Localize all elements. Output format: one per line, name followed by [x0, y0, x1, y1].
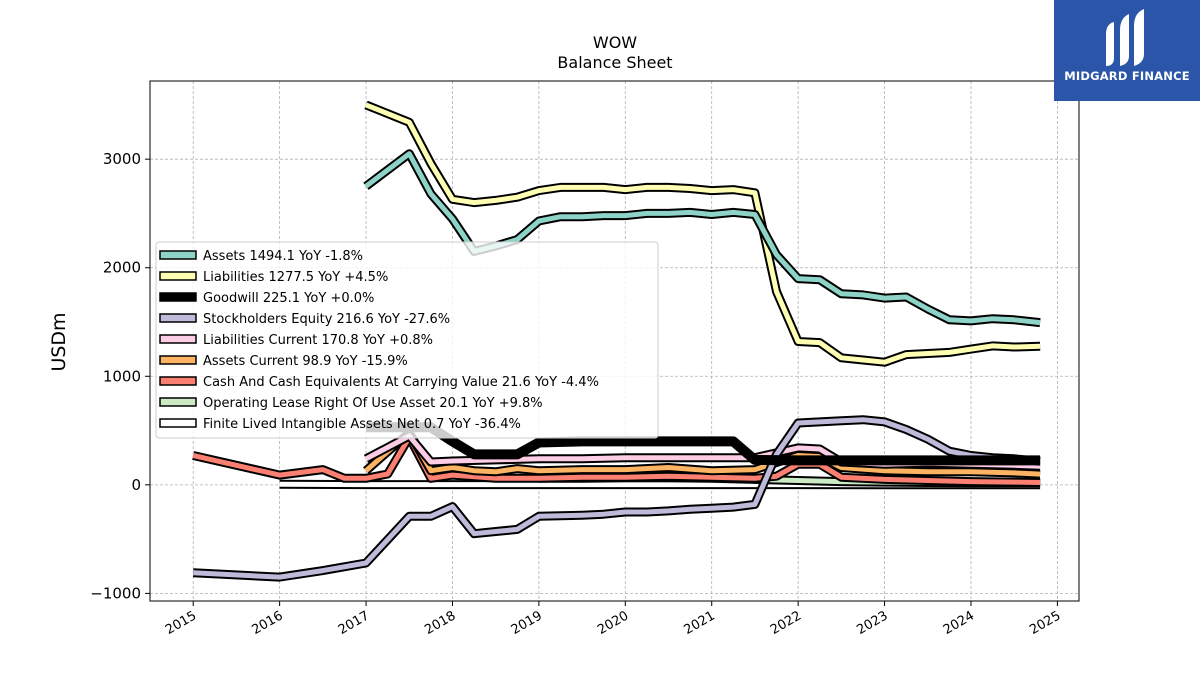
x-tick-label: 2019 — [509, 608, 545, 638]
legend-label: Finite Lived Intangible Assets Net 0.7 Y… — [203, 417, 521, 432]
legend-swatch — [159, 397, 197, 407]
midgard-finance-logo: MIDGARD FINANCE — [1054, 0, 1200, 101]
legend-swatch — [159, 292, 197, 302]
x-tick-label: 2017 — [336, 608, 372, 638]
y-axis-label: USDm — [48, 312, 70, 371]
legend-label: Goodwill 225.1 YoY +0.0% — [203, 291, 374, 306]
chart-title: WOW — [593, 33, 637, 52]
legend-box — [155, 241, 659, 439]
series-line — [192, 434, 1041, 485]
legend-swatch — [159, 250, 197, 260]
x-tick-label: 2022 — [768, 608, 804, 638]
legend-swatch — [159, 376, 197, 386]
series-lines — [192, 100, 1041, 582]
legend-label: Assets Current 98.9 YoY -15.9% — [203, 354, 408, 369]
y-tick-label: 1000 — [103, 367, 141, 385]
x-tick-label: 2023 — [854, 608, 890, 638]
x-tick-label: 2020 — [595, 608, 631, 638]
series-line — [365, 102, 1041, 365]
x-tick-label: 2018 — [422, 608, 458, 638]
midgard-m-icon — [1106, 9, 1144, 66]
series-line — [193, 417, 1041, 580]
legend-label: Liabilities Current 170.8 YoY +0.8% — [203, 333, 433, 348]
legend-swatch — [159, 271, 197, 281]
legend-label: Operating Lease Right Of Use Asset 20.1 … — [203, 396, 543, 411]
legend-swatch — [159, 418, 197, 428]
x-tick-label: 2015 — [163, 608, 199, 638]
y-tick-label: 2000 — [103, 259, 141, 277]
series-line-outline — [366, 422, 1041, 466]
x-tick-label: 2024 — [941, 608, 977, 638]
legend-swatch — [159, 313, 197, 323]
legend-label: Cash And Cash Equivalents At Carrying Va… — [203, 375, 599, 390]
legend-label: Stockholders Equity 216.6 YoY -27.6% — [203, 312, 450, 327]
series-line — [364, 430, 1041, 477]
logo-text: MIDGARD FINANCE — [1064, 69, 1190, 83]
y-tick-label: 0 — [131, 476, 141, 494]
legend-swatch — [159, 355, 197, 365]
plot-frame — [149, 80, 1080, 602]
legend-label: Liabilities 1277.5 YoY +4.5% — [203, 270, 388, 285]
y-tick-label: −1000 — [90, 584, 141, 602]
legend: Assets 1494.1 YoY -1.8% Liabilities 1277.… — [155, 241, 659, 439]
x-tick-label: 2021 — [682, 608, 718, 638]
x-tick-label: 2025 — [1027, 608, 1063, 638]
legend-label: Assets 1494.1 YoY -1.8% — [203, 249, 363, 264]
chart-subtitle: Balance Sheet — [557, 53, 672, 72]
x-tick-label: 2016 — [249, 608, 285, 638]
y-tick-label: 3000 — [103, 150, 141, 168]
legend-swatch — [159, 334, 197, 344]
